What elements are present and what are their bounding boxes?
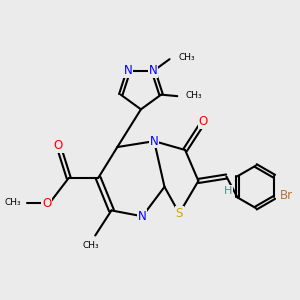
Text: O: O	[54, 139, 63, 152]
Text: S: S	[176, 207, 183, 220]
Text: N: N	[124, 64, 133, 77]
Text: Br: Br	[280, 190, 293, 202]
Text: H: H	[224, 186, 232, 196]
Text: N: N	[150, 135, 159, 148]
Text: N: N	[149, 64, 158, 77]
Text: O: O	[42, 197, 51, 210]
Text: N: N	[138, 210, 147, 223]
Text: O: O	[198, 116, 207, 128]
Text: CH₃: CH₃	[186, 91, 202, 100]
Text: CH₃: CH₃	[178, 53, 195, 62]
Text: CH₃: CH₃	[4, 198, 21, 207]
Text: CH₃: CH₃	[82, 241, 99, 250]
